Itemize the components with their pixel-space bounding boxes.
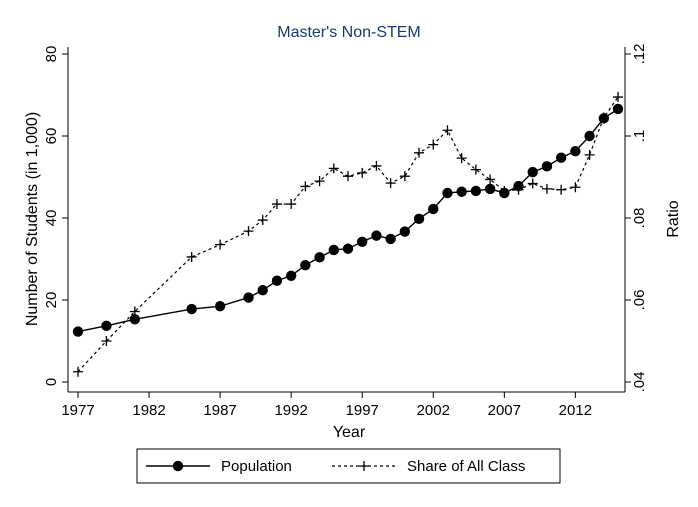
population-point bbox=[456, 186, 467, 197]
y2-tick-label: .06 bbox=[631, 290, 648, 311]
population-point bbox=[428, 203, 439, 215]
y-axis-label: Number of Students (in 1,000) bbox=[24, 112, 41, 326]
population-point bbox=[399, 226, 411, 237]
legend-share-marker bbox=[359, 461, 369, 471]
share-of-all-class-point bbox=[485, 174, 496, 185]
population-point bbox=[371, 230, 382, 241]
x-tick-label: 2012 bbox=[559, 402, 592, 419]
population-point bbox=[72, 326, 84, 337]
share-of-all-class-point bbox=[470, 164, 481, 175]
share-of-all-class-point bbox=[73, 366, 83, 377]
population-point bbox=[598, 113, 609, 124]
share-of-all-class-point bbox=[556, 184, 567, 195]
x-tick-label: 1992 bbox=[274, 402, 307, 419]
share-of-all-class-point bbox=[385, 178, 396, 189]
y2-tick-label: .04 bbox=[631, 372, 648, 393]
axes: 0 20 40 60 80 .04 .06 .08 .1 .12 1977 1982 1987 1992 1… bbox=[43, 44, 648, 419]
legend: Population Share of All Class bbox=[136, 448, 561, 484]
x-tick-label: 1977 bbox=[61, 402, 94, 419]
population-point bbox=[357, 236, 368, 247]
share-of-all-class-point bbox=[215, 239, 226, 250]
population-point bbox=[385, 233, 396, 245]
share-of-all-class-point bbox=[414, 147, 425, 158]
y-tick-label: 40 bbox=[43, 210, 60, 227]
x-tick-label: 1982 bbox=[132, 402, 165, 419]
population-point bbox=[513, 180, 524, 192]
population-point bbox=[470, 185, 482, 197]
population-point bbox=[271, 275, 283, 286]
population-point bbox=[314, 252, 325, 263]
share-of-all-class-point bbox=[186, 251, 197, 262]
population-point bbox=[541, 161, 553, 172]
y2-tick-label: .1 bbox=[631, 130, 648, 143]
y2-tick-label: .12 bbox=[631, 44, 648, 65]
population-point bbox=[285, 270, 297, 282]
population-point bbox=[570, 145, 581, 157]
share-of-all-class-point bbox=[527, 178, 538, 189]
x-tick-label: 1997 bbox=[346, 402, 379, 419]
series-layer bbox=[72, 92, 624, 377]
share-of-all-class-point bbox=[428, 139, 439, 150]
share-of-all-class-point bbox=[399, 171, 410, 182]
legend-share-label: Share of All Class bbox=[407, 458, 525, 475]
population-point bbox=[484, 183, 496, 195]
population-point bbox=[442, 187, 453, 199]
share-of-all-class-point bbox=[257, 215, 268, 226]
y-tick-label: 0 bbox=[43, 378, 60, 386]
share-of-all-class-point bbox=[343, 171, 353, 182]
share-of-all-class-point bbox=[456, 153, 467, 164]
share-of-all-class-line bbox=[77, 96, 619, 373]
x-tick-label: 2002 bbox=[417, 402, 450, 419]
legend-population-marker bbox=[172, 460, 184, 472]
population-line bbox=[77, 108, 619, 333]
population-point bbox=[129, 314, 141, 325]
population-point bbox=[499, 187, 510, 199]
share-of-all-class-point bbox=[613, 92, 623, 103]
y-tick-label: 60 bbox=[43, 128, 60, 145]
population-point bbox=[243, 292, 254, 303]
share-of-all-class-point bbox=[101, 336, 112, 346]
population-point bbox=[300, 259, 311, 271]
share-of-all-class-point bbox=[271, 199, 282, 210]
population-point bbox=[413, 213, 425, 225]
share-of-all-class-point bbox=[328, 163, 339, 174]
share-of-all-class-point bbox=[371, 160, 382, 171]
population-point bbox=[328, 244, 339, 256]
population-point bbox=[555, 152, 567, 163]
population-point bbox=[342, 243, 354, 254]
legend-population-label: Population bbox=[221, 458, 292, 475]
share-of-all-class-point bbox=[541, 183, 552, 194]
x-tick-label: 2007 bbox=[488, 402, 521, 419]
share-of-all-class-point bbox=[314, 176, 325, 187]
population-point bbox=[101, 320, 112, 332]
share-of-all-class-point bbox=[300, 181, 311, 192]
population-point bbox=[214, 300, 226, 312]
y2-tick-label: .08 bbox=[631, 208, 648, 229]
share-of-all-class-point bbox=[243, 226, 254, 237]
population-point bbox=[186, 303, 197, 315]
chart-title: Master's Non-STEM bbox=[277, 24, 421, 41]
share-of-all-class-point bbox=[584, 149, 595, 160]
y2-axis-label: Ratio bbox=[665, 200, 682, 237]
y-tick-label: 80 bbox=[43, 46, 60, 63]
share-of-all-class-point bbox=[357, 167, 368, 178]
population-point bbox=[612, 103, 624, 115]
share-of-all-class-point bbox=[286, 199, 297, 210]
population-point bbox=[527, 166, 538, 178]
share-of-all-class-point bbox=[442, 125, 453, 136]
x-tick-label: 1987 bbox=[203, 402, 236, 419]
population-point bbox=[584, 130, 595, 142]
population-point bbox=[257, 284, 268, 296]
x-axis-label: Year bbox=[333, 424, 366, 441]
y-tick-label: 20 bbox=[43, 292, 60, 309]
share-of-all-class-point bbox=[570, 182, 581, 193]
